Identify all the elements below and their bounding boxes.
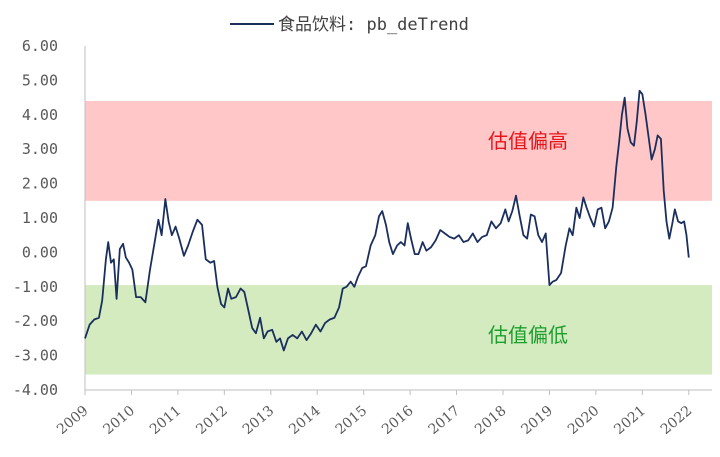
y-tick-label: 3.00	[22, 140, 58, 158]
x-tick-label: 2017	[426, 403, 464, 438]
axis-layer: 6.00 5.00 4.00 3.00 2.00 1.00 0.00 -1.00 -2.00 -3…	[13, 37, 712, 438]
y-tick-label: -3.00	[13, 347, 58, 365]
y-tick-label: 2.00	[22, 175, 58, 193]
y-tick-label: 0.00	[22, 243, 58, 261]
x-tick-label: 2014	[286, 403, 324, 438]
band-label-1: 估值偏低	[488, 323, 568, 347]
band-label-0: 估值偏高	[488, 129, 568, 153]
band-1	[85, 285, 712, 375]
x-tick-label: 2009	[54, 403, 92, 438]
x-tick-label: 2010	[100, 403, 138, 438]
x-tick-label: 2011	[147, 403, 185, 438]
x-tick-label: 2022	[658, 403, 696, 438]
x-tick-label: 2016	[379, 403, 417, 438]
x-tick-label: 2021	[611, 403, 649, 438]
y-tick-label: -4.00	[13, 381, 58, 399]
legend: 食品饮料: pb_deTrend	[230, 15, 469, 35]
y-tick-label: -1.00	[13, 278, 58, 296]
legend-label: 食品饮料: pb_deTrend	[278, 15, 469, 35]
y-tick-label: 1.00	[22, 209, 58, 227]
series-layer	[84, 89, 690, 352]
y-tick-label: 5.00	[22, 71, 58, 89]
band-0	[85, 101, 712, 201]
x-tick-label: 2020	[565, 403, 603, 438]
y-tick-label: -2.00	[13, 312, 58, 330]
y-tick-label: 4.00	[22, 106, 58, 124]
x-tick-label: 2019	[518, 403, 556, 438]
x-tick-label: 2013	[240, 403, 278, 438]
x-tick-label: 2018	[472, 403, 510, 438]
y-tick-label: 6.00	[22, 37, 58, 55]
x-tick-label: 2015	[333, 403, 371, 438]
x-tick-label: 2012	[193, 403, 231, 438]
series-line-0	[84, 89, 690, 352]
